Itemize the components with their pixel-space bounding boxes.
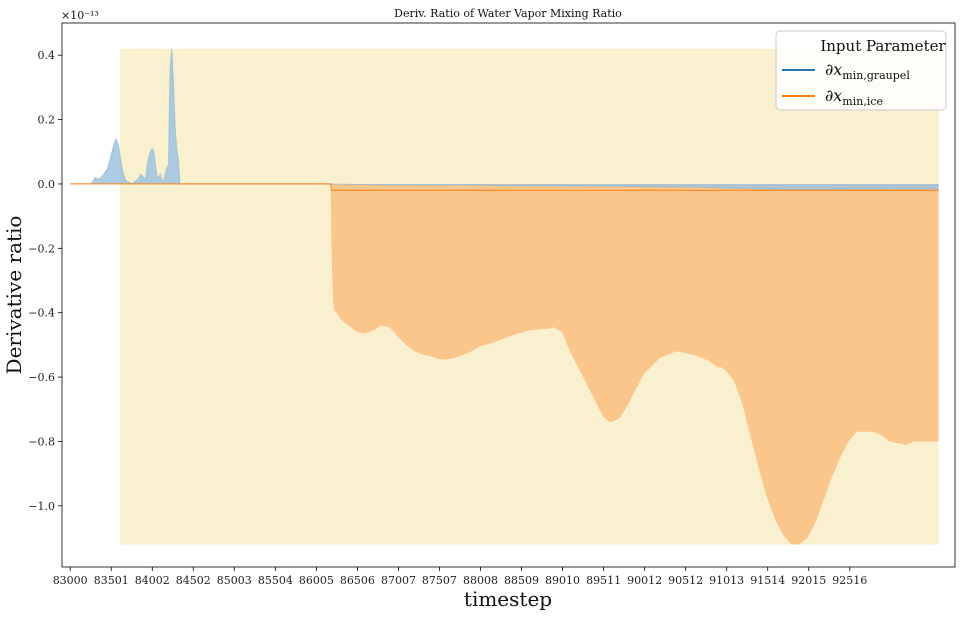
x-tick-label: 83000 — [53, 574, 88, 587]
x-tick-label: 85504 — [258, 574, 293, 587]
y-tick-label: −1.0 — [28, 500, 55, 513]
x-tick-label: 92015 — [791, 574, 826, 587]
chart-title: Deriv. Ratio of Water Vapor Mixing Ratio — [394, 7, 622, 20]
legend-box — [775, 30, 947, 111]
series-line-layer — [70, 48, 939, 191]
x-axis-ticks: 83000 83501 84002 84502 85003 85504 86005 86506… — [53, 567, 867, 587]
x-tick-label: 92516 — [832, 574, 867, 587]
x-tick-label: 91514 — [750, 574, 785, 587]
y-axis-title: Derivative ratio — [2, 216, 26, 375]
legend-label-subscript: min,graupel — [842, 69, 910, 82]
x-tick-label: 89511 — [586, 574, 621, 587]
y-tick-label: −0.2 — [28, 242, 55, 255]
x-tick-label: 87507 — [422, 574, 457, 587]
x-tick-label: 87007 — [381, 574, 416, 587]
y-axis-ticks: −1.0 −0.8 −0.6 −0.4 −0.2 0.0 0.2 0.4 — [28, 49, 62, 513]
x-tick-label: 88509 — [504, 574, 539, 587]
y-axis-offset-label: ×10⁻¹³ — [61, 9, 99, 22]
y-tick-label: −0.6 — [28, 371, 55, 384]
x-axis-title: timestep — [464, 587, 552, 611]
series-area-ice — [70, 183, 939, 545]
x-tick-label: 84502 — [176, 574, 211, 587]
series-line-ice — [70, 183, 939, 191]
legend: Input Parameter ∂xmin,graupel∂xmin,ice — [775, 30, 947, 111]
y-tick-label: 0.2 — [38, 114, 56, 127]
series-area-layer — [70, 48, 939, 545]
x-tick-label: 88008 — [463, 574, 498, 587]
legend-label-subscript: min,ice — [842, 95, 883, 108]
x-tick-label: 90512 — [668, 574, 703, 587]
x-tick-label: 91013 — [709, 574, 744, 587]
x-tick-label: 90012 — [627, 574, 662, 587]
y-tick-label: −0.8 — [28, 435, 55, 448]
x-tick-label: 85003 — [217, 574, 252, 587]
x-tick-label: 86506 — [340, 574, 375, 587]
x-tick-label: 84002 — [135, 574, 170, 587]
y-tick-label: 0.4 — [38, 49, 56, 62]
y-tick-label: −0.4 — [28, 307, 55, 320]
x-tick-label: 83501 — [94, 574, 129, 587]
legend-title: Input Parameter — [820, 37, 946, 55]
x-tick-label: 89010 — [545, 574, 580, 587]
plot-frame — [61, 22, 956, 568]
x-tick-label: 86005 — [299, 574, 334, 587]
series-line-graupel — [70, 48, 939, 191]
y-tick-label: 0.0 — [38, 178, 56, 191]
